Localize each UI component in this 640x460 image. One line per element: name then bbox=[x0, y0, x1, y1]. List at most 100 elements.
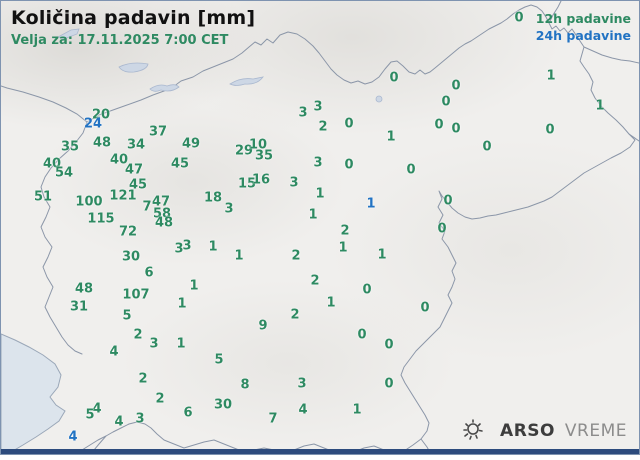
station-value-12h: 4 bbox=[92, 401, 102, 417]
station-value-12h: 1 bbox=[338, 240, 348, 256]
station-value-12h: 34 bbox=[126, 137, 146, 153]
station-value-12h: 72 bbox=[118, 224, 138, 240]
station-value-12h: 10 bbox=[248, 137, 268, 153]
station-value-12h: 1 bbox=[176, 336, 186, 352]
lake-shapes bbox=[56, 28, 383, 103]
neighbor-border-ne bbox=[548, 1, 639, 142]
station-value-12h: 0 bbox=[451, 121, 461, 137]
station-value-12h: 1 bbox=[352, 402, 362, 418]
station-value-12h: 0 bbox=[384, 337, 394, 353]
station-value-12h: 0 bbox=[344, 157, 354, 173]
station-value-12h: 1 bbox=[315, 186, 325, 202]
station-value-12h: 2 bbox=[291, 248, 301, 264]
station-value-12h: 4 bbox=[109, 344, 119, 360]
station-value-12h: 1 bbox=[308, 207, 318, 223]
station-value-12h: 1 bbox=[326, 295, 336, 311]
station-value-12h: 9 bbox=[258, 318, 268, 334]
station-value-12h: 18 bbox=[203, 190, 223, 206]
station-value-12h: 1 bbox=[377, 247, 387, 263]
station-value-12h: 1 bbox=[595, 98, 605, 114]
station-value-12h: 30 bbox=[213, 397, 233, 413]
valid-time-label: Velja za: 17.11.2025 7:00 CET bbox=[11, 33, 229, 48]
station-value-12h: 2 bbox=[290, 307, 300, 323]
station-value-12h: 0 bbox=[482, 139, 492, 155]
station-value-12h: 51 bbox=[33, 189, 53, 205]
station-value-12h: 29 bbox=[234, 143, 254, 159]
station-value-12h: 45 bbox=[128, 177, 148, 193]
header: Količina padavin [mm] Velja za: 17.11.20… bbox=[11, 7, 255, 48]
station-value-12h: 0 bbox=[545, 122, 555, 138]
station-value-12h: 3 bbox=[135, 411, 145, 427]
station-value-12h: 4 bbox=[298, 402, 308, 418]
station-value-12h: 40 bbox=[42, 156, 62, 172]
station-value-12h: 2 bbox=[310, 273, 320, 289]
legend-item-24h[interactable]: 24h padavine bbox=[535, 28, 631, 43]
station-value-12h: 0 bbox=[344, 116, 354, 132]
station-value-12h: 47 bbox=[151, 194, 171, 210]
brand-vreme: VREME bbox=[564, 421, 627, 441]
station-value-12h: 107 bbox=[122, 287, 150, 303]
station-value-12h: 3 bbox=[224, 201, 234, 217]
station-value-12h: 1 bbox=[386, 129, 396, 145]
station-value-12h: 40 bbox=[109, 152, 129, 168]
station-value-12h: 3 bbox=[182, 238, 192, 254]
station-value-12h: 2 bbox=[318, 119, 328, 135]
station-value-12h: 4 bbox=[114, 414, 124, 430]
bottom-bar bbox=[1, 449, 639, 454]
station-value-12h: 7 bbox=[142, 199, 152, 215]
station-value-12h: 121 bbox=[109, 188, 137, 204]
station-value-12h: 58 bbox=[152, 206, 172, 222]
brand-text: ARSO VREME bbox=[500, 421, 627, 441]
station-value-12h: 0 bbox=[441, 94, 451, 110]
station-value-12h: 48 bbox=[154, 215, 174, 231]
station-value-12h: 100 bbox=[75, 194, 103, 210]
station-value-12h: 1 bbox=[177, 296, 187, 312]
station-value-12h: 0 bbox=[443, 193, 453, 209]
station-value-12h: 0 bbox=[434, 117, 444, 133]
station-value-12h: 3 bbox=[298, 105, 308, 121]
station-value-12h: 54 bbox=[54, 165, 74, 181]
legend: 12h padavine 24h padavine bbox=[536, 10, 631, 44]
legend-item-12h[interactable]: 12h padavine bbox=[535, 11, 631, 26]
station-value-12h: 0 bbox=[406, 162, 416, 178]
station-value-12h: 2 bbox=[340, 223, 350, 239]
station-value-12h: 0 bbox=[437, 221, 447, 237]
station-value-12h: 3 bbox=[313, 99, 323, 115]
station-value-12h: 3 bbox=[149, 336, 159, 352]
station-value-12h: 115 bbox=[87, 211, 115, 227]
station-value-12h: 5 bbox=[85, 407, 95, 423]
station-value-12h: 8 bbox=[240, 377, 250, 393]
station-value-12h: 37 bbox=[148, 124, 168, 140]
page-title: Količina padavin [mm] bbox=[11, 7, 256, 29]
station-value-24h: 1 bbox=[366, 196, 376, 212]
sea-area bbox=[1, 333, 66, 454]
neighbor-border-nw bbox=[1, 85, 88, 123]
station-value-12h: 3 bbox=[174, 241, 184, 257]
station-value-12h: 0 bbox=[362, 282, 372, 298]
station-value-12h: 30 bbox=[121, 249, 141, 265]
station-value-12h: 0 bbox=[389, 70, 399, 86]
station-value-12h: 2 bbox=[133, 327, 143, 343]
sun-icon bbox=[463, 419, 483, 440]
station-value-12h: 16 bbox=[251, 172, 271, 188]
station-value-12h: 48 bbox=[92, 135, 112, 151]
station-value-12h: 1 bbox=[189, 278, 199, 294]
station-value-12h: 3 bbox=[297, 376, 307, 392]
station-value-12h: 5 bbox=[214, 352, 224, 368]
station-value-12h: 0 bbox=[514, 10, 524, 26]
station-value-12h: 3 bbox=[289, 175, 299, 191]
station-value-12h: 0 bbox=[451, 78, 461, 94]
station-value-12h: 31 bbox=[69, 299, 89, 315]
station-value-12h: 1 bbox=[546, 68, 556, 84]
station-value-12h: 15 bbox=[237, 176, 257, 192]
station-value-12h: 0 bbox=[357, 327, 367, 343]
station-value-12h: 48 bbox=[74, 281, 94, 297]
station-value-12h: 1 bbox=[208, 239, 218, 255]
station-value-12h: 6 bbox=[144, 265, 154, 281]
station-value-12h: 20 bbox=[91, 107, 111, 123]
station-value-24h: 24 bbox=[83, 116, 103, 132]
station-value-12h: 3 bbox=[313, 155, 323, 171]
station-value-12h: 45 bbox=[170, 156, 190, 172]
italy-border bbox=[40, 121, 88, 355]
